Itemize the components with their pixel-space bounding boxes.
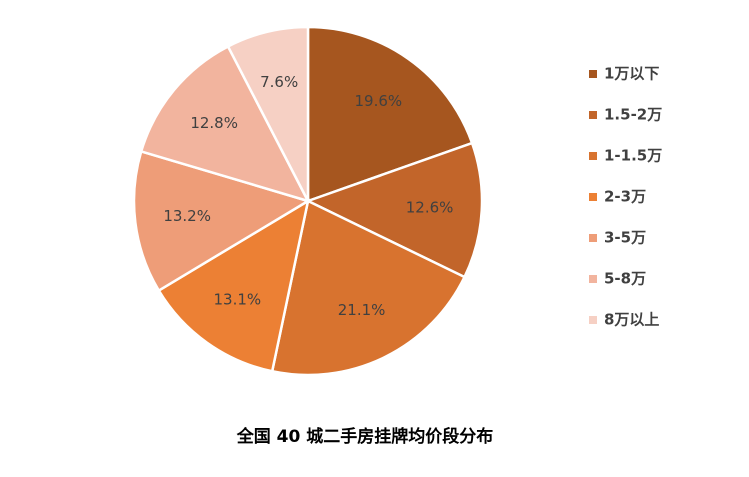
legend-label: 5-8万 bbox=[604, 270, 646, 288]
legend-swatch bbox=[589, 275, 597, 283]
legend-label: 2-3万 bbox=[604, 188, 646, 206]
pie-slice bbox=[226, 25, 310, 202]
pie-slice bbox=[139, 44, 311, 204]
data-label: 12.8% bbox=[190, 114, 238, 132]
legend-label: 1万以下 bbox=[604, 65, 659, 83]
data-label: 7.6% bbox=[260, 73, 298, 91]
data-label: 13.1% bbox=[214, 291, 262, 309]
data-label: 21.1% bbox=[338, 301, 386, 319]
legend-swatch bbox=[589, 316, 597, 324]
legend-label: 1.5-2万 bbox=[604, 106, 662, 124]
chart-title: 全国 40 城二手房挂牌均价段分布 bbox=[236, 426, 494, 447]
pie-slice bbox=[157, 198, 310, 373]
legend-swatch bbox=[589, 70, 597, 78]
legend-swatch bbox=[589, 111, 597, 119]
pie-slice bbox=[132, 149, 312, 293]
data-label: 13.2% bbox=[163, 207, 211, 225]
data-label: 12.6% bbox=[406, 198, 454, 216]
legend-label: 3-5万 bbox=[604, 229, 646, 247]
legend-swatch bbox=[589, 234, 597, 242]
legend-swatch bbox=[589, 193, 597, 201]
legend-label: 1-1.5万 bbox=[604, 147, 662, 165]
pie-slice bbox=[304, 141, 484, 279]
data-label: 19.6% bbox=[355, 92, 403, 110]
legend-swatch bbox=[589, 152, 597, 160]
legend-label: 8万以上 bbox=[604, 311, 659, 329]
pie-slice bbox=[270, 199, 467, 377]
